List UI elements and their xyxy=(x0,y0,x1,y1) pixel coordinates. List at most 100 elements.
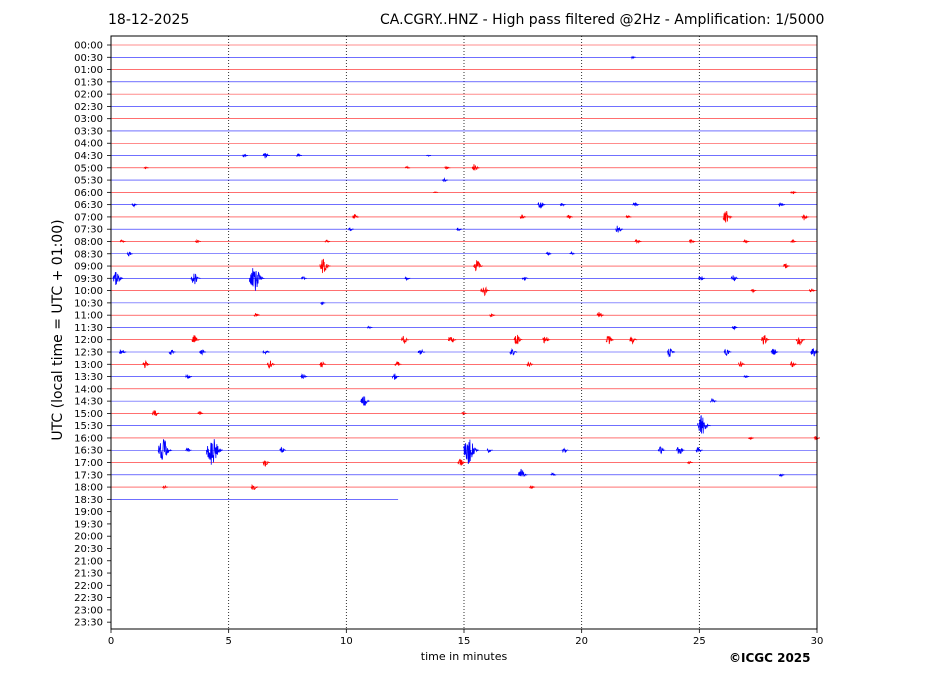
x-tick-label: 5 xyxy=(225,636,231,647)
seismic-event xyxy=(569,250,576,256)
y-tick-label: 07:30 xyxy=(74,225,103,236)
y-tick-label: 20:00 xyxy=(74,532,103,543)
seismic-event xyxy=(262,349,270,355)
y-tick-label: 19:30 xyxy=(74,519,103,530)
seismic-event xyxy=(151,410,160,417)
seismic-event xyxy=(730,275,739,282)
y-tick-label: 04:30 xyxy=(74,151,103,162)
seismic-event xyxy=(162,484,168,490)
seismic-event xyxy=(190,273,201,285)
seismic-event xyxy=(300,373,308,379)
y-tick-label: 15:30 xyxy=(74,421,103,432)
seismic-event xyxy=(676,446,685,455)
seismic-event xyxy=(471,164,480,171)
seismic-event xyxy=(404,275,411,282)
y-tick-label: 04:00 xyxy=(74,139,103,150)
y-tick-label: 20:30 xyxy=(74,544,103,555)
y-tick-label: 09:30 xyxy=(74,274,103,285)
seismic-event xyxy=(249,268,265,291)
seismic-event xyxy=(185,447,192,452)
seismic-event xyxy=(296,152,303,157)
seismic-event xyxy=(770,348,779,355)
seismic-event xyxy=(391,373,400,380)
seismic-event xyxy=(537,201,546,209)
seismic-event xyxy=(710,398,717,403)
seismic-event xyxy=(480,286,490,297)
seismic-event xyxy=(319,361,327,368)
seismic-event xyxy=(513,334,523,345)
y-tick-label: 18:30 xyxy=(74,495,103,506)
seismic-event xyxy=(279,446,287,453)
seismic-event xyxy=(629,336,638,345)
seismic-event xyxy=(194,238,201,244)
seismic-event xyxy=(808,288,816,293)
seismic-event xyxy=(242,153,248,158)
y-tick-label: 17:00 xyxy=(74,458,103,469)
seismic-event xyxy=(360,396,370,406)
seismic-event xyxy=(352,213,360,219)
y-tick-label: 16:30 xyxy=(74,446,103,457)
seismic-event xyxy=(615,225,624,233)
seismic-event xyxy=(131,202,138,208)
seismic-event xyxy=(442,177,448,183)
seismic-event xyxy=(743,374,750,378)
y-tick-label: 15:00 xyxy=(74,409,103,420)
y-tick-label: 16:00 xyxy=(74,433,103,444)
y-tick-label: 23:30 xyxy=(74,618,103,629)
seismic-event xyxy=(426,154,432,157)
seismic-event xyxy=(698,276,705,281)
seismic-event xyxy=(262,152,270,159)
seismic-event xyxy=(300,276,307,281)
y-tick-label: 13:30 xyxy=(74,372,103,383)
y-tick-label: 00:30 xyxy=(74,53,103,64)
seismic-event xyxy=(447,336,457,343)
y-tick-label: 11:30 xyxy=(74,323,103,334)
seismic-event xyxy=(778,202,785,207)
seismic-event xyxy=(457,458,466,466)
y-tick-label: 07:00 xyxy=(74,212,103,223)
seismic-event xyxy=(790,238,797,244)
seismic-event xyxy=(697,415,711,434)
seismic-event xyxy=(521,276,529,281)
seismic-event xyxy=(462,439,479,464)
y-tick-label: 21:00 xyxy=(74,556,103,567)
seismic-event xyxy=(790,190,797,195)
seismic-event xyxy=(404,165,411,169)
seismic-event xyxy=(748,436,754,441)
seismic-event xyxy=(561,447,569,454)
y-tick-label: 14:00 xyxy=(74,384,103,395)
seismic-event xyxy=(550,472,557,476)
x-tick-label: 10 xyxy=(340,636,353,647)
seismic-event xyxy=(112,272,124,285)
y-tick-label: 22:30 xyxy=(74,593,103,604)
y-tick-label: 01:30 xyxy=(74,77,103,88)
seismic-event xyxy=(750,288,757,294)
seismic-event xyxy=(526,361,534,367)
seismic-event xyxy=(401,335,409,344)
y-tick-label: 08:00 xyxy=(74,237,103,248)
chart-title: CA.CGRY..HNZ - High pass filtered @2Hz -… xyxy=(380,12,825,28)
seismic-event xyxy=(394,361,402,366)
y-tick-label: 03:00 xyxy=(74,114,103,125)
seismic-event xyxy=(743,239,750,244)
y-tick-label: 05:00 xyxy=(74,163,103,174)
seismic-event xyxy=(778,473,785,478)
y-tick-label: 14:30 xyxy=(74,397,103,408)
y-tick-label: 09:00 xyxy=(74,262,103,273)
seismic-event xyxy=(185,373,192,380)
seismic-event xyxy=(486,448,493,454)
seismic-event xyxy=(545,251,552,257)
y-tick-label: 02:30 xyxy=(74,102,103,113)
seismic-event xyxy=(529,485,536,489)
seismic-event xyxy=(509,348,518,356)
seismic-event xyxy=(738,361,745,367)
seismic-event xyxy=(205,439,224,465)
y-tick-label: 06:30 xyxy=(74,200,103,211)
x-axis-label: time in minutes xyxy=(420,650,508,663)
seismic-event xyxy=(119,239,126,243)
y-tick-label: 05:30 xyxy=(74,176,103,187)
seismic-event xyxy=(118,348,127,354)
seismic-event xyxy=(634,238,642,244)
y-tick-label: 19:00 xyxy=(74,507,103,518)
